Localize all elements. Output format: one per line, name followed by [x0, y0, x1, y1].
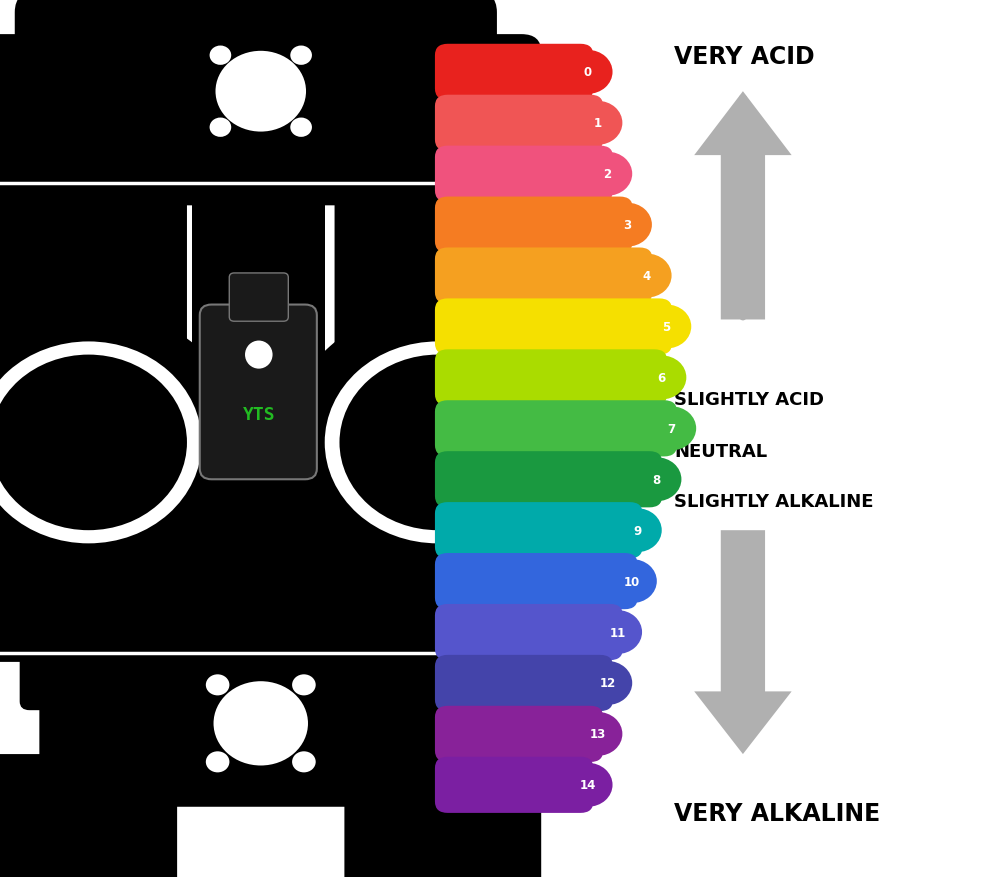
- Circle shape: [583, 153, 632, 196]
- FancyBboxPatch shape: [435, 553, 638, 610]
- Text: VERY ALKALINE: VERY ALKALINE: [674, 801, 881, 825]
- Text: 10: 10: [624, 575, 641, 588]
- Circle shape: [206, 752, 229, 773]
- FancyBboxPatch shape: [435, 248, 652, 304]
- Circle shape: [622, 254, 671, 298]
- Circle shape: [583, 661, 632, 705]
- Circle shape: [292, 752, 316, 773]
- FancyBboxPatch shape: [435, 604, 623, 660]
- FancyBboxPatch shape: [435, 401, 677, 457]
- Circle shape: [290, 118, 312, 138]
- FancyBboxPatch shape: [435, 503, 643, 559]
- Circle shape: [215, 52, 306, 132]
- FancyBboxPatch shape: [39, 614, 487, 807]
- FancyBboxPatch shape: [435, 655, 613, 711]
- FancyArrow shape: [695, 531, 791, 754]
- Text: 2: 2: [603, 168, 612, 181]
- Circle shape: [210, 118, 231, 138]
- FancyBboxPatch shape: [128, 355, 403, 526]
- Text: 11: 11: [609, 626, 626, 638]
- FancyBboxPatch shape: [0, 127, 187, 662]
- Circle shape: [573, 712, 622, 756]
- Text: 12: 12: [599, 677, 616, 689]
- Circle shape: [292, 674, 316, 695]
- Circle shape: [206, 674, 229, 695]
- FancyBboxPatch shape: [435, 452, 662, 508]
- Text: 8: 8: [652, 474, 661, 486]
- Text: 6: 6: [657, 372, 666, 384]
- Circle shape: [602, 203, 651, 247]
- FancyBboxPatch shape: [229, 274, 288, 322]
- Circle shape: [339, 355, 536, 531]
- Text: VERY ACID: VERY ACID: [674, 45, 815, 69]
- FancyBboxPatch shape: [359, 202, 487, 298]
- FancyBboxPatch shape: [435, 146, 613, 203]
- Circle shape: [592, 610, 642, 654]
- Circle shape: [214, 681, 308, 766]
- FancyBboxPatch shape: [435, 757, 593, 813]
- FancyBboxPatch shape: [344, 754, 541, 877]
- FancyBboxPatch shape: [39, 202, 167, 298]
- Text: 7: 7: [667, 423, 676, 435]
- FancyBboxPatch shape: [0, 35, 167, 202]
- Text: SLIGHTLY ALKALINE: SLIGHTLY ALKALINE: [674, 493, 874, 510]
- Text: 9: 9: [633, 524, 642, 537]
- Ellipse shape: [245, 341, 273, 369]
- Circle shape: [290, 46, 312, 66]
- Circle shape: [563, 51, 612, 95]
- FancyBboxPatch shape: [435, 299, 672, 355]
- Text: 4: 4: [643, 270, 651, 282]
- FancyBboxPatch shape: [435, 45, 593, 101]
- FancyBboxPatch shape: [200, 305, 317, 480]
- Circle shape: [325, 342, 551, 544]
- FancyArrow shape: [695, 92, 791, 320]
- Circle shape: [0, 342, 202, 544]
- Text: 0: 0: [584, 67, 592, 79]
- Circle shape: [190, 29, 332, 155]
- Text: 5: 5: [662, 321, 671, 333]
- Circle shape: [642, 305, 691, 349]
- Text: YTS: YTS: [242, 406, 276, 424]
- Circle shape: [647, 407, 697, 451]
- FancyBboxPatch shape: [20, 447, 507, 710]
- Text: SLIGHTLY ACID: SLIGHTLY ACID: [674, 391, 824, 409]
- FancyBboxPatch shape: [435, 96, 603, 152]
- Text: NEUTRAL: NEUTRAL: [674, 443, 768, 460]
- FancyBboxPatch shape: [15, 0, 497, 206]
- Circle shape: [187, 658, 335, 789]
- Circle shape: [612, 509, 661, 553]
- Circle shape: [632, 458, 681, 502]
- Text: 13: 13: [589, 728, 606, 740]
- Circle shape: [563, 763, 612, 807]
- FancyBboxPatch shape: [435, 197, 633, 253]
- Text: 14: 14: [580, 779, 596, 791]
- FancyBboxPatch shape: [344, 35, 541, 202]
- FancyBboxPatch shape: [0, 754, 177, 877]
- Circle shape: [285, 307, 590, 579]
- Circle shape: [0, 307, 241, 579]
- FancyBboxPatch shape: [192, 132, 325, 649]
- FancyBboxPatch shape: [335, 127, 556, 662]
- Circle shape: [573, 102, 622, 146]
- Text: 1: 1: [593, 118, 602, 130]
- FancyBboxPatch shape: [435, 706, 603, 762]
- FancyBboxPatch shape: [435, 350, 667, 406]
- Circle shape: [210, 46, 231, 66]
- Circle shape: [607, 560, 657, 603]
- Text: 3: 3: [623, 219, 632, 232]
- Circle shape: [638, 356, 687, 400]
- Circle shape: [0, 355, 187, 531]
